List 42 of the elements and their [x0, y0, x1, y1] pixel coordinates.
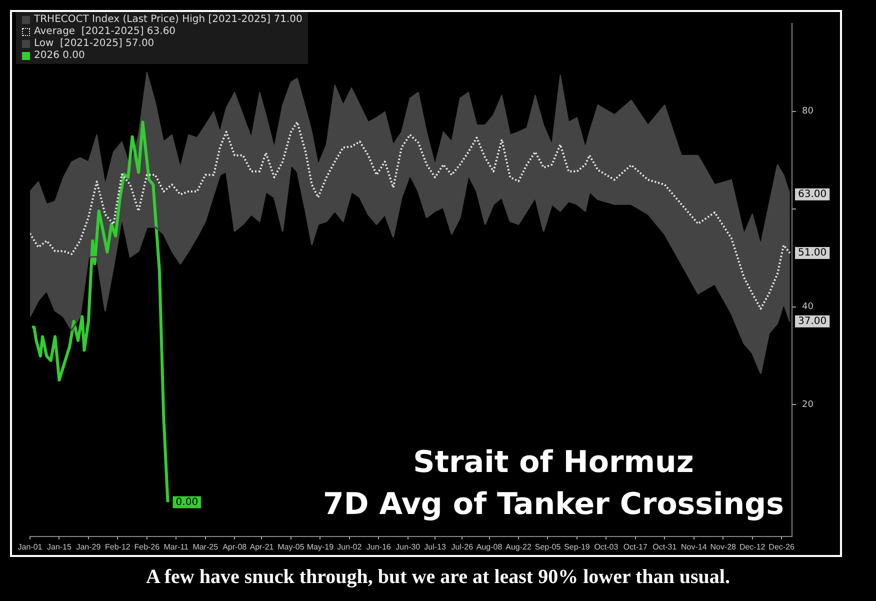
legend-label: Average [2021-2025] 63.60	[34, 26, 176, 38]
legend-label: Low [2021-2025] 57.00	[34, 38, 154, 50]
annotation: 51.00	[798, 248, 827, 259]
text: Strait of Hormuz	[412, 444, 695, 482]
x-tick-label: Jun-30	[396, 542, 421, 552]
text: 7D Avg of Tanker Crossings	[323, 486, 784, 524]
x-tick-label: Jul-26	[451, 542, 474, 552]
y-tick-label: 80	[802, 106, 814, 117]
x-tick-label: Jan-15	[46, 542, 72, 552]
x-tick-label: Oct-17	[623, 542, 648, 552]
x-tick-label: May-19	[306, 542, 334, 552]
legend-label: 2026 0.00	[34, 50, 85, 62]
annotation: 37.00	[798, 316, 827, 328]
y-tick-label: 40	[802, 302, 814, 312]
text: A few have snuck through, but we are at least 90% lower than usual.	[145, 566, 731, 589]
x-tick-label: Nov-14	[680, 542, 708, 552]
x-tick-label: Dec-12	[739, 542, 766, 552]
x-tick-label: Nov-28	[710, 542, 737, 552]
x-tick-label: Jun-16	[366, 542, 392, 552]
x-tick-label: Feb-12	[105, 542, 131, 552]
x-tick-label: Jan-29	[76, 542, 102, 552]
x-tick-label: Oct-31	[652, 542, 678, 552]
x-tick-label: Sep-05	[534, 542, 562, 552]
line-series	[30, 121, 791, 310]
x-tick-label: Mar-25	[192, 542, 219, 552]
x-tick-label: Dec-26	[768, 542, 796, 552]
legend-label: TRHECOCT Index (Last Price) High [2021-2025] 71.00	[34, 14, 302, 26]
x-tick-label: Aug-22	[506, 542, 532, 552]
x-tick-label: Mar-11	[164, 542, 190, 552]
x-tick-label: Feb-26	[134, 542, 160, 552]
x-tick-label: May-05	[278, 542, 305, 552]
x-tick-label: Jan-01	[18, 542, 43, 552]
x-tick-label: Sep-19	[564, 542, 590, 552]
x-tick-label: Apr-08	[222, 542, 248, 552]
y-tick-label: 20	[802, 400, 814, 410]
x-tick-label: Apr-21	[250, 542, 274, 552]
annotation: 0.00	[176, 496, 198, 508]
annotation: 63.00	[798, 188, 827, 200]
x-tick-label: Jul-13	[424, 542, 446, 552]
x-tick-label: Oct-03	[594, 542, 619, 552]
x-tick-label: Aug-08	[476, 542, 503, 552]
x-tick-label: Jun-02	[337, 542, 362, 552]
